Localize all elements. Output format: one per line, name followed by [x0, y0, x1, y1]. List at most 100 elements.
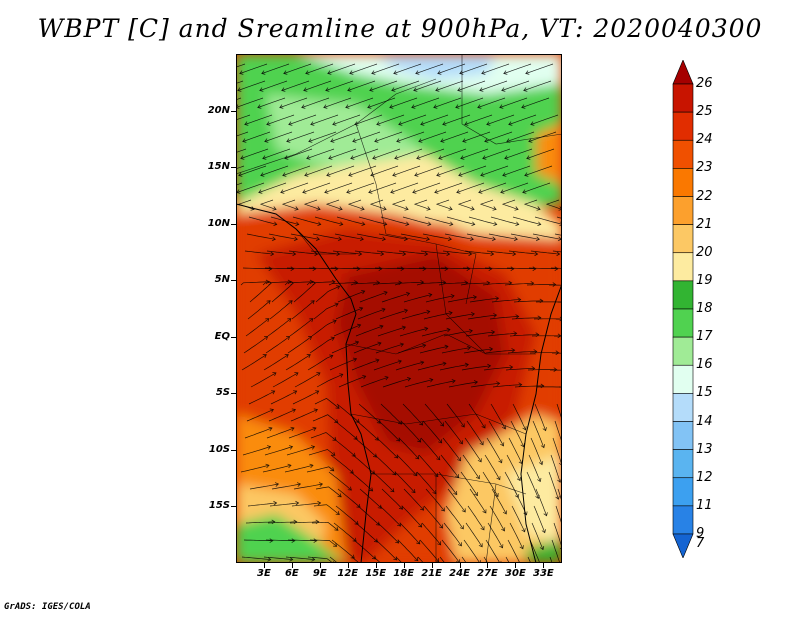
streamline-arrow — [439, 524, 443, 529]
streamline — [553, 335, 562, 337]
streamline-arrow — [510, 266, 515, 271]
streamline — [508, 437, 523, 464]
streamline — [352, 131, 381, 142]
streamline-arrow — [396, 138, 401, 143]
streamline — [480, 165, 509, 176]
streamline — [271, 483, 301, 490]
coastline-east-africa — [520, 283, 562, 563]
streamline — [416, 148, 445, 159]
streamline-arrow — [332, 319, 337, 324]
streamline-arrow — [280, 189, 285, 194]
streamline-arrow — [349, 469, 354, 474]
streamline-arrow — [273, 221, 278, 227]
streamline-arrow — [262, 354, 267, 359]
streamline-arrow — [269, 408, 274, 413]
streamline — [249, 483, 279, 490]
streamline — [505, 368, 535, 371]
streamline — [460, 471, 478, 496]
map-panel — [236, 54, 562, 563]
streamline-arrow — [559, 316, 562, 322]
streamline-arrow — [413, 87, 418, 92]
streamline — [350, 148, 379, 159]
streamline-arrow — [339, 221, 344, 227]
streamline — [285, 354, 311, 371]
streamline-arrow — [312, 426, 317, 432]
streamline — [523, 80, 552, 91]
streamline-arrow — [394, 155, 399, 160]
streamline-arrow — [558, 462, 562, 466]
streamline — [491, 299, 521, 303]
streamline-arrow — [292, 251, 297, 257]
lon-tick-mark — [543, 563, 545, 568]
streamline-arrow — [540, 444, 546, 449]
streamline — [418, 131, 447, 142]
streamline — [400, 233, 430, 240]
streamline — [258, 182, 287, 193]
streamline — [486, 114, 515, 125]
colorbar-swatch — [672, 196, 694, 225]
streamline — [423, 312, 453, 320]
streamline-arrow — [517, 297, 522, 302]
streamline-arrow — [284, 155, 289, 160]
streamline — [416, 471, 437, 494]
streamline-arrow — [486, 121, 491, 126]
streamline-arrow — [524, 172, 529, 177]
streamline-arrow — [434, 189, 439, 194]
streamline — [414, 165, 443, 176]
streamline-arrow — [475, 475, 480, 480]
streamline — [533, 505, 546, 533]
streamline — [506, 454, 521, 481]
lat-tick-label: EQ — [214, 330, 230, 342]
streamline-arrow — [284, 354, 289, 359]
streamline-arrow — [457, 87, 462, 92]
streamline — [324, 182, 353, 193]
streamline — [503, 63, 532, 74]
streamline-arrow — [260, 172, 265, 177]
streamline — [506, 267, 536, 270]
streamline — [280, 182, 309, 193]
streamline — [550, 267, 562, 269]
streamline-arrow — [332, 121, 337, 126]
streamline — [513, 300, 543, 303]
streamline — [508, 250, 538, 255]
streamline — [483, 556, 489, 563]
streamline — [272, 372, 299, 388]
colorbar-swatch — [672, 505, 694, 535]
streamline — [374, 454, 397, 476]
streamline — [353, 539, 376, 560]
streamline — [379, 505, 401, 527]
streamline — [380, 403, 402, 425]
streamline-arrow — [418, 138, 423, 143]
streamline — [423, 505, 443, 529]
streamline — [350, 282, 380, 286]
streamline-arrow — [268, 280, 273, 286]
lat-tick-label: 15N — [207, 161, 230, 173]
streamline — [509, 334, 539, 337]
streamline — [291, 300, 315, 320]
coastlines — [236, 203, 562, 563]
streamline — [552, 250, 562, 253]
streamline — [349, 63, 378, 74]
streamline — [374, 131, 403, 142]
streamline — [352, 267, 382, 270]
lon-tick-mark — [459, 563, 461, 568]
streamline — [550, 454, 561, 483]
streamline-arrow — [528, 138, 533, 143]
streamline-arrow — [536, 206, 541, 211]
streamline-arrow — [369, 487, 374, 492]
streamline — [436, 165, 465, 176]
colorbar-label: 11 — [696, 497, 713, 513]
streamline-arrow — [389, 104, 394, 109]
streamline-arrow — [442, 361, 447, 367]
streamline-arrow — [446, 251, 451, 257]
streamline-arrow — [293, 519, 298, 525]
streamline — [266, 114, 295, 125]
streamline — [514, 385, 544, 388]
region-green-southwest — [236, 514, 346, 563]
lon-tick-label: 12E — [337, 568, 359, 579]
streamline — [237, 80, 266, 91]
streamline-arrow — [448, 206, 453, 211]
streamline-arrow — [424, 251, 429, 257]
streamline-arrow — [317, 500, 322, 506]
streamline — [390, 182, 419, 193]
